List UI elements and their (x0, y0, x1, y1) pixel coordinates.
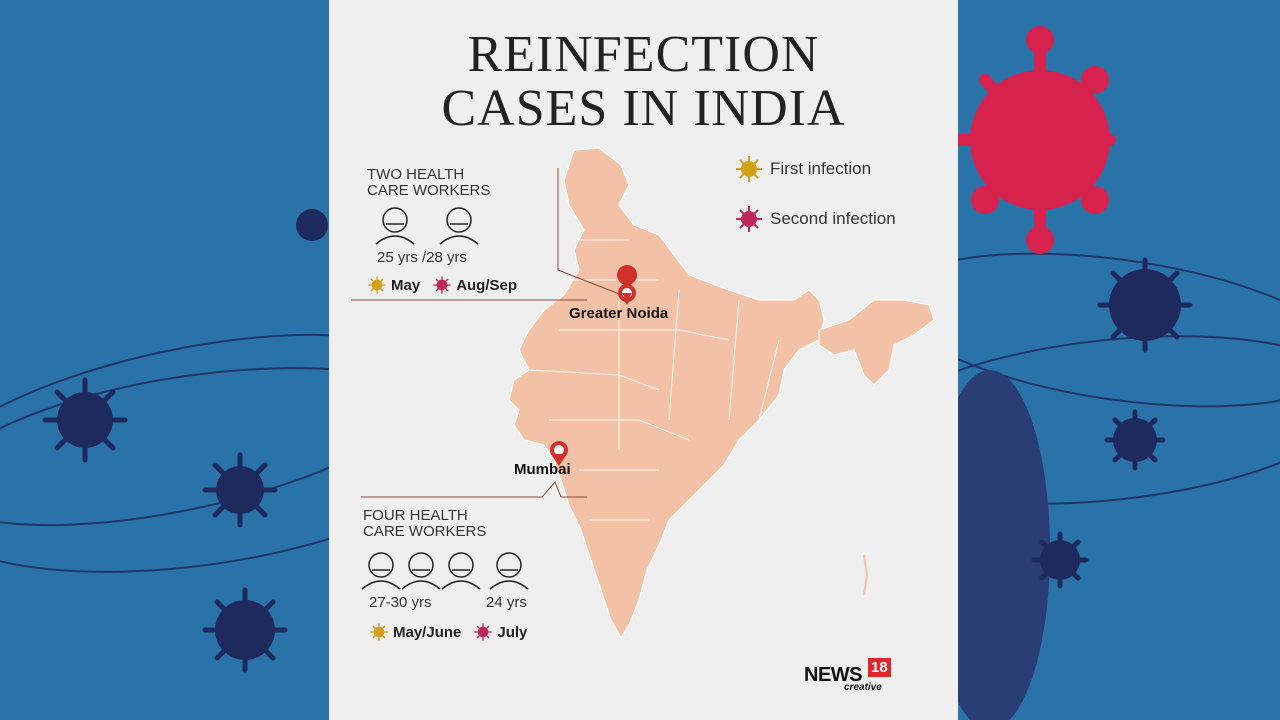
second-infection-icon (474, 623, 493, 641)
group1-ages: 25 yrs /28 yrs (377, 249, 468, 266)
person-icon (361, 207, 529, 590)
infographic-title: REINFECTION CASES IN INDIA (329, 28, 958, 136)
group2-ages-a: 27-30 yrs (369, 594, 432, 611)
second-infection-icon (736, 206, 762, 232)
group1-second-date: Aug/Sep (456, 276, 518, 294)
leader-line-noida (557, 168, 628, 298)
first-infection-icon (736, 156, 762, 182)
logo-sub: creative (844, 682, 882, 693)
pin-mumbai (550, 441, 568, 466)
first-infection-icon (370, 623, 388, 641)
group2-dates: May/June July (369, 622, 527, 642)
legend-first-label: First infection (770, 159, 872, 178)
first-infection-icon (368, 276, 386, 294)
group2-title: FOUR HEALTH CARE WORKERS (363, 508, 486, 540)
infographic-card: REINFECTION CASES IN INDIA (329, 0, 958, 720)
group1-dates: May Aug/Sep (367, 275, 517, 295)
india-map (351, 147, 935, 640)
group1-title-line1: TWO HEALTH (367, 166, 465, 183)
legend-first: First infection (734, 154, 871, 184)
andaman-islands (863, 554, 869, 596)
group1-first-date: May (391, 276, 421, 294)
title-line-2: CASES IN INDIA (441, 80, 846, 137)
news18-logo: NEWS 18 creative (804, 658, 894, 694)
second-infection-icon (433, 276, 451, 294)
legend-second: Second infection (734, 204, 896, 234)
logo-number: 18 (868, 658, 891, 677)
pin-greater-noida (617, 265, 638, 305)
divider-mumbai (361, 481, 587, 498)
red-virus-icon (954, 26, 1116, 254)
title-line-1: REINFECTION (467, 26, 820, 83)
group2-second-date: July (497, 623, 528, 641)
group1-title-line2: CARE WORKERS (367, 182, 491, 199)
city-greater-noida: Greater Noida (569, 305, 669, 322)
group2-title-line1: FOUR HEALTH (363, 507, 468, 524)
group1-title: TWO HEALTH CARE WORKERS (367, 167, 490, 199)
legend-second-label: Second infection (770, 209, 896, 228)
group2-ages-b: 24 yrs (486, 594, 527, 611)
logo-brand: NEWS (804, 664, 863, 686)
city-mumbai: Mumbai (514, 461, 571, 478)
group2-title-line2: CARE WORKERS (363, 523, 487, 540)
northeast-outline (818, 299, 935, 386)
group2-first-date: May/June (393, 623, 462, 641)
india-outline (508, 147, 825, 640)
dark-shape (930, 370, 1050, 720)
